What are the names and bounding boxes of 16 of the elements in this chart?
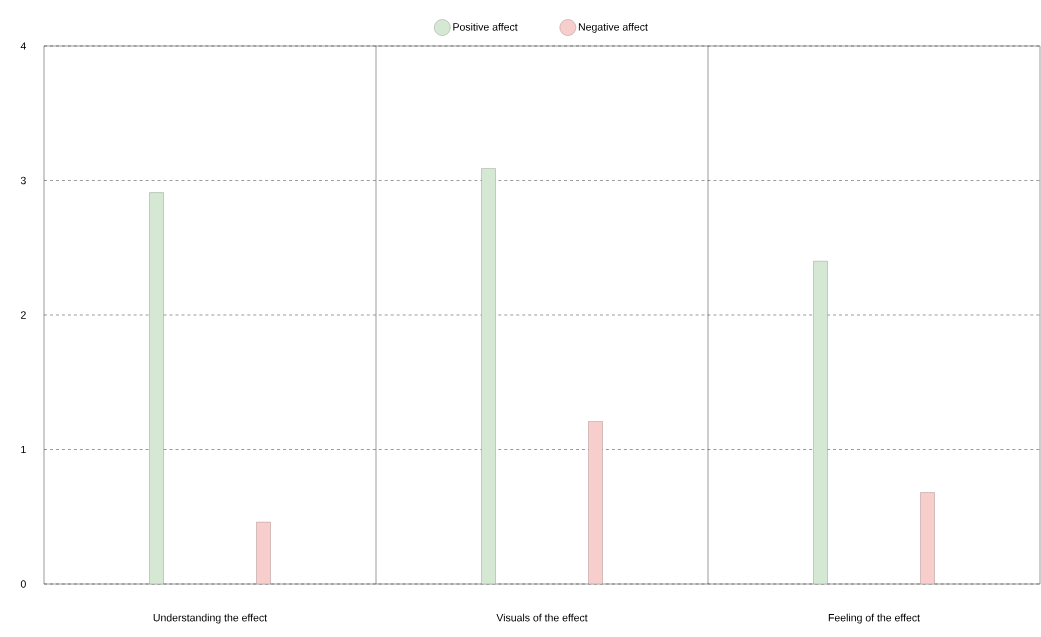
y-tick-label: 0 [20,580,26,588]
bar [588,421,603,584]
legend-label: Negative affect [578,22,648,33]
y-tick-label: 1 [21,445,26,454]
x-tick-label: Visuals of the effect [496,613,588,622]
bar [149,192,164,584]
bar [813,261,828,584]
legend-label: Positive affect [453,22,518,31]
bar [256,521,271,584]
bar [920,492,935,584]
y-tick-label: 3 [20,176,26,185]
bar [481,168,496,584]
y-tick-label: 2 [20,311,26,319]
x-tick-label: Understanding the effect [153,613,268,624]
x-tick-label: Feeling of the effect [828,613,920,624]
y-tick-label: 4 [20,42,26,50]
